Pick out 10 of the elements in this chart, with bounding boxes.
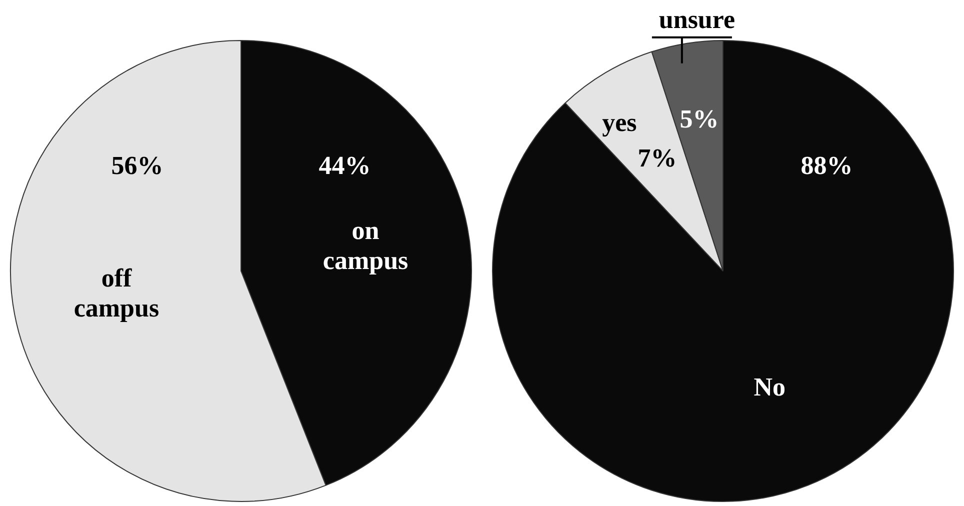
data-label: 44% [318, 150, 371, 180]
slice-label: unsure [658, 5, 735, 34]
data-label: 56% [111, 150, 164, 180]
slice-label: No [754, 372, 786, 402]
data-label: 5% [680, 104, 719, 134]
data-label: 7% [638, 144, 677, 173]
data-label: 88% [800, 150, 853, 180]
slice-label: on campus [322, 216, 408, 275]
slice-label: yes [602, 108, 637, 137]
slice-label: off campus [74, 263, 160, 322]
